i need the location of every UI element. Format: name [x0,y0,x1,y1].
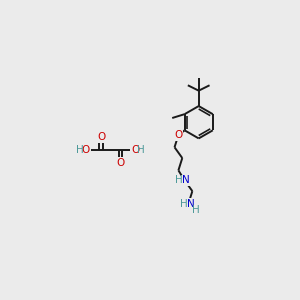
Text: O: O [97,132,105,142]
Text: H: H [192,206,199,215]
Text: N: N [182,176,189,185]
Text: H: H [175,176,182,185]
Text: H: H [180,199,188,209]
Text: H: H [76,145,84,155]
Text: O: O [116,158,124,168]
Text: N: N [187,199,195,209]
Text: H: H [137,145,145,155]
Text: O: O [131,145,139,155]
Text: O: O [174,130,182,140]
Text: O: O [81,145,90,155]
